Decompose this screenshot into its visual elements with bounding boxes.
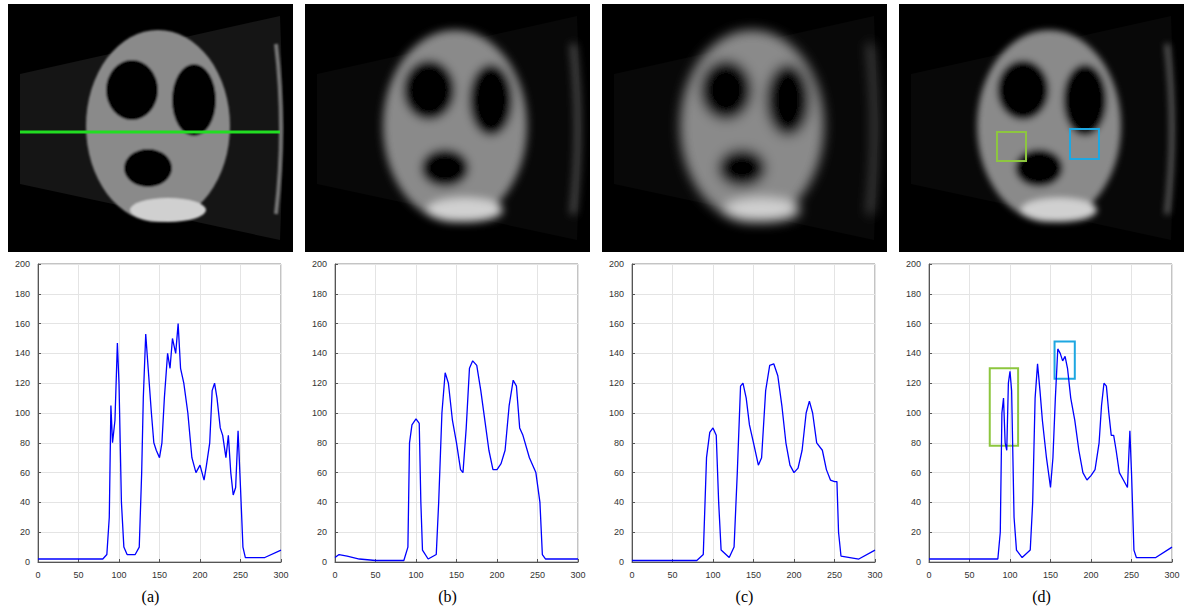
svg-text:250: 250	[1124, 570, 1139, 580]
svg-text:200: 200	[15, 259, 30, 269]
svg-text:0: 0	[629, 570, 634, 580]
svg-text:120: 120	[15, 378, 30, 388]
svg-text:100: 100	[906, 408, 921, 418]
svg-text:200: 200	[312, 259, 327, 269]
svg-text:60: 60	[911, 468, 921, 478]
svg-text:0: 0	[926, 570, 931, 580]
svg-text:120: 120	[906, 378, 921, 388]
svg-text:150: 150	[449, 570, 464, 580]
svg-text:250: 250	[233, 570, 248, 580]
svg-text:160: 160	[312, 319, 327, 329]
svg-text:100: 100	[1002, 570, 1017, 580]
svg-text:120: 120	[609, 378, 624, 388]
html-text:(d): (d)	[1032, 588, 1051, 605]
svg-text:200: 200	[489, 570, 504, 580]
html-text:(b): (b)	[438, 588, 457, 605]
svg-text:20: 20	[317, 527, 327, 537]
svg-text:200: 200	[192, 570, 207, 580]
html-text:(c): (c)	[735, 588, 754, 605]
svg-text:40: 40	[20, 497, 30, 507]
svg-text:20: 20	[20, 527, 30, 537]
svg-text:200: 200	[906, 259, 921, 269]
svg-text:0: 0	[35, 570, 40, 580]
svg-text:150: 150	[1043, 570, 1058, 580]
svg-text:20: 20	[911, 527, 921, 537]
svg-text:80: 80	[317, 438, 327, 448]
svg-text:160: 160	[906, 319, 921, 329]
svg-text:250: 250	[530, 570, 545, 580]
svg-text:0: 0	[916, 557, 921, 567]
svg-text:40: 40	[317, 497, 327, 507]
svg-text:180: 180	[609, 289, 624, 299]
svg-text:100: 100	[15, 408, 30, 418]
html-text:(a): (a)	[141, 588, 160, 605]
svg-text:180: 180	[312, 289, 327, 299]
svg-text:0: 0	[322, 557, 327, 567]
svg-text:150: 150	[746, 570, 761, 580]
svg-text:300: 300	[1164, 570, 1179, 580]
svg-text:40: 40	[614, 497, 624, 507]
svg-text:80: 80	[911, 438, 921, 448]
svg-text:20: 20	[614, 527, 624, 537]
svg-text:140: 140	[906, 348, 921, 358]
svg-text:40: 40	[911, 497, 921, 507]
svg-text:50: 50	[73, 570, 83, 580]
svg-text:140: 140	[609, 348, 624, 358]
svg-text:200: 200	[1083, 570, 1098, 580]
svg-text:300: 300	[867, 570, 882, 580]
svg-text:100: 100	[609, 408, 624, 418]
svg-text:140: 140	[312, 348, 327, 358]
svg-text:50: 50	[964, 570, 974, 580]
svg-text:180: 180	[15, 289, 30, 299]
svg-text:0: 0	[332, 570, 337, 580]
svg-text:200: 200	[786, 570, 801, 580]
svg-text:50: 50	[370, 570, 380, 580]
svg-text:200: 200	[609, 259, 624, 269]
svg-text:50: 50	[667, 570, 677, 580]
svg-text:80: 80	[614, 438, 624, 448]
svg-text:300: 300	[570, 570, 585, 580]
svg-text:60: 60	[614, 468, 624, 478]
svg-text:100: 100	[111, 570, 126, 580]
svg-text:0: 0	[619, 557, 624, 567]
svg-text:120: 120	[312, 378, 327, 388]
svg-text:150: 150	[152, 570, 167, 580]
svg-text:100: 100	[408, 570, 423, 580]
svg-text:80: 80	[20, 438, 30, 448]
svg-text:160: 160	[15, 319, 30, 329]
svg-text:180: 180	[906, 289, 921, 299]
svg-text:60: 60	[20, 468, 30, 478]
svg-text:0: 0	[25, 557, 30, 567]
svg-text:100: 100	[705, 570, 720, 580]
svg-text:250: 250	[827, 570, 842, 580]
svg-text:100: 100	[312, 408, 327, 418]
svg-text:140: 140	[15, 348, 30, 358]
svg-text:60: 60	[317, 468, 327, 478]
svg-text:300: 300	[273, 570, 288, 580]
svg-text:160: 160	[609, 319, 624, 329]
